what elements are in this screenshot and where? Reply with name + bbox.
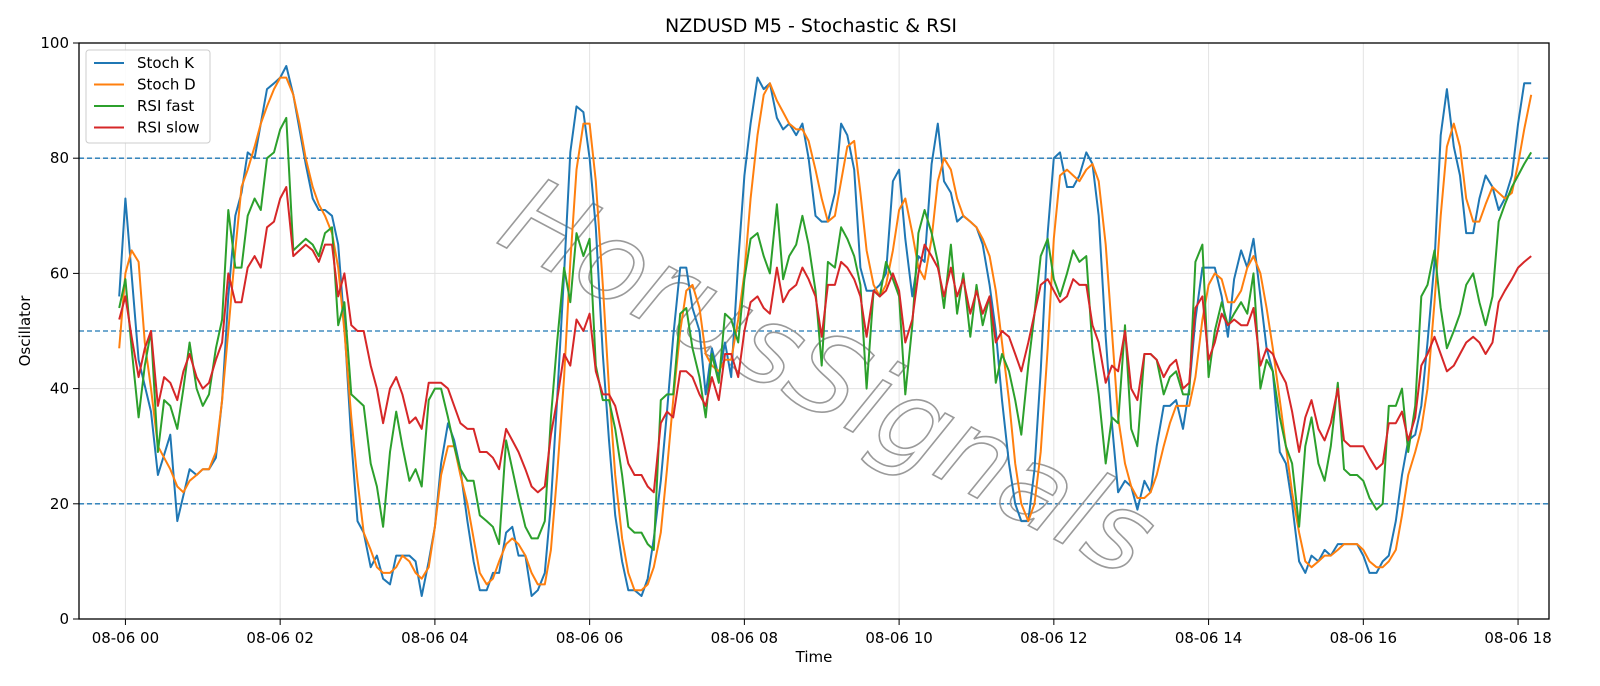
y-tick-label: 80 [50, 149, 69, 167]
x-tick-label: 08-06 00 [92, 629, 159, 647]
series-line-rsi-slow [118, 186, 1532, 494]
y-tick-label: 100 [40, 34, 69, 52]
legend-label: RSI slow [137, 119, 200, 137]
series-line-stoch-k [118, 65, 1532, 597]
x-axis-label: Time [795, 648, 833, 666]
x-tick-label: 08-06 04 [401, 629, 468, 647]
x-tick-label: 08-06 12 [1020, 629, 1087, 647]
x-tick-label: 08-06 06 [556, 629, 623, 647]
legend-label: RSI fast [137, 97, 194, 115]
reference-lines [79, 157, 1549, 505]
x-tick-label: 08-06 02 [246, 629, 313, 647]
y-tick-label: 20 [50, 495, 69, 513]
x-tick-label: 08-06 10 [865, 629, 932, 647]
y-tick-label: 40 [50, 380, 69, 398]
x-tick-label: 08-06 18 [1484, 629, 1551, 647]
legend-label: Stoch D [137, 76, 196, 94]
y-tick-label: 0 [59, 610, 69, 628]
legend-box [85, 49, 211, 144]
y-tick-label: 60 [50, 264, 69, 282]
x-tick-label: 08-06 14 [1175, 629, 1242, 647]
series-line-stoch-d [118, 76, 1533, 592]
chart-title: NZDUSD M5 - Stochastic & RSI [665, 15, 957, 37]
legend: Stoch K Stoch D RSI fast RSI slow [85, 49, 211, 144]
plot-frame [78, 42, 1550, 620]
series-lines [118, 65, 1533, 597]
y-axis-ticks: 0 20 40 60 80 100 [40, 34, 79, 628]
x-axis-ticks: 08-06 00 08-06 02 08-06 04 08-06 06 08-06 08… [92, 619, 1552, 647]
y-axis-label: Oscillator [16, 295, 34, 367]
x-tick-label: 08-06 16 [1330, 629, 1397, 647]
legend-label: Stoch K [137, 54, 195, 72]
x-tick-label: 08-06 08 [711, 629, 778, 647]
